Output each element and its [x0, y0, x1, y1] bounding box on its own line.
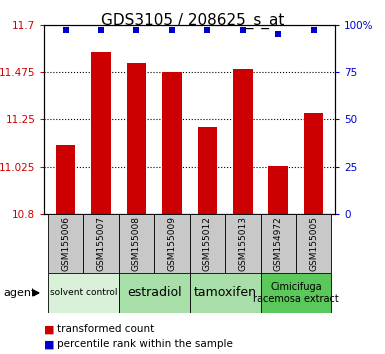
Text: percentile rank within the sample: percentile rank within the sample: [57, 339, 233, 349]
Text: ■: ■: [44, 339, 55, 349]
Bar: [268, 166, 288, 214]
Bar: [91, 52, 111, 214]
Bar: [127, 63, 146, 214]
Text: GSM155007: GSM155007: [97, 216, 105, 271]
Text: GSM154972: GSM154972: [274, 216, 283, 271]
Bar: [119, 273, 190, 313]
Bar: [56, 145, 75, 214]
Text: solvent control: solvent control: [50, 289, 117, 297]
Text: ■: ■: [44, 324, 55, 334]
Bar: [296, 214, 331, 273]
Bar: [154, 214, 190, 273]
Text: GSM155012: GSM155012: [203, 216, 212, 271]
Bar: [233, 69, 253, 214]
Bar: [225, 214, 261, 273]
Bar: [162, 72, 182, 214]
Bar: [48, 273, 119, 313]
Bar: [190, 214, 225, 273]
Text: GSM155006: GSM155006: [61, 216, 70, 271]
Text: GSM155008: GSM155008: [132, 216, 141, 271]
Bar: [48, 214, 83, 273]
Bar: [261, 273, 331, 313]
Text: estradiol: estradiol: [127, 286, 181, 299]
Text: transformed count: transformed count: [57, 324, 154, 334]
Bar: [304, 113, 323, 214]
Bar: [83, 214, 119, 273]
Text: Cimicifuga
racemosa extract: Cimicifuga racemosa extract: [253, 282, 339, 304]
Text: GSM155009: GSM155009: [167, 216, 176, 271]
Bar: [190, 273, 261, 313]
Text: GSM155013: GSM155013: [238, 216, 247, 271]
Bar: [119, 214, 154, 273]
Text: tamoxifen: tamoxifen: [194, 286, 256, 299]
Bar: [198, 127, 217, 214]
Bar: [261, 214, 296, 273]
Text: GDS3105 / 208625_s_at: GDS3105 / 208625_s_at: [101, 12, 284, 29]
Text: agent: agent: [4, 288, 36, 298]
Text: GSM155005: GSM155005: [309, 216, 318, 271]
